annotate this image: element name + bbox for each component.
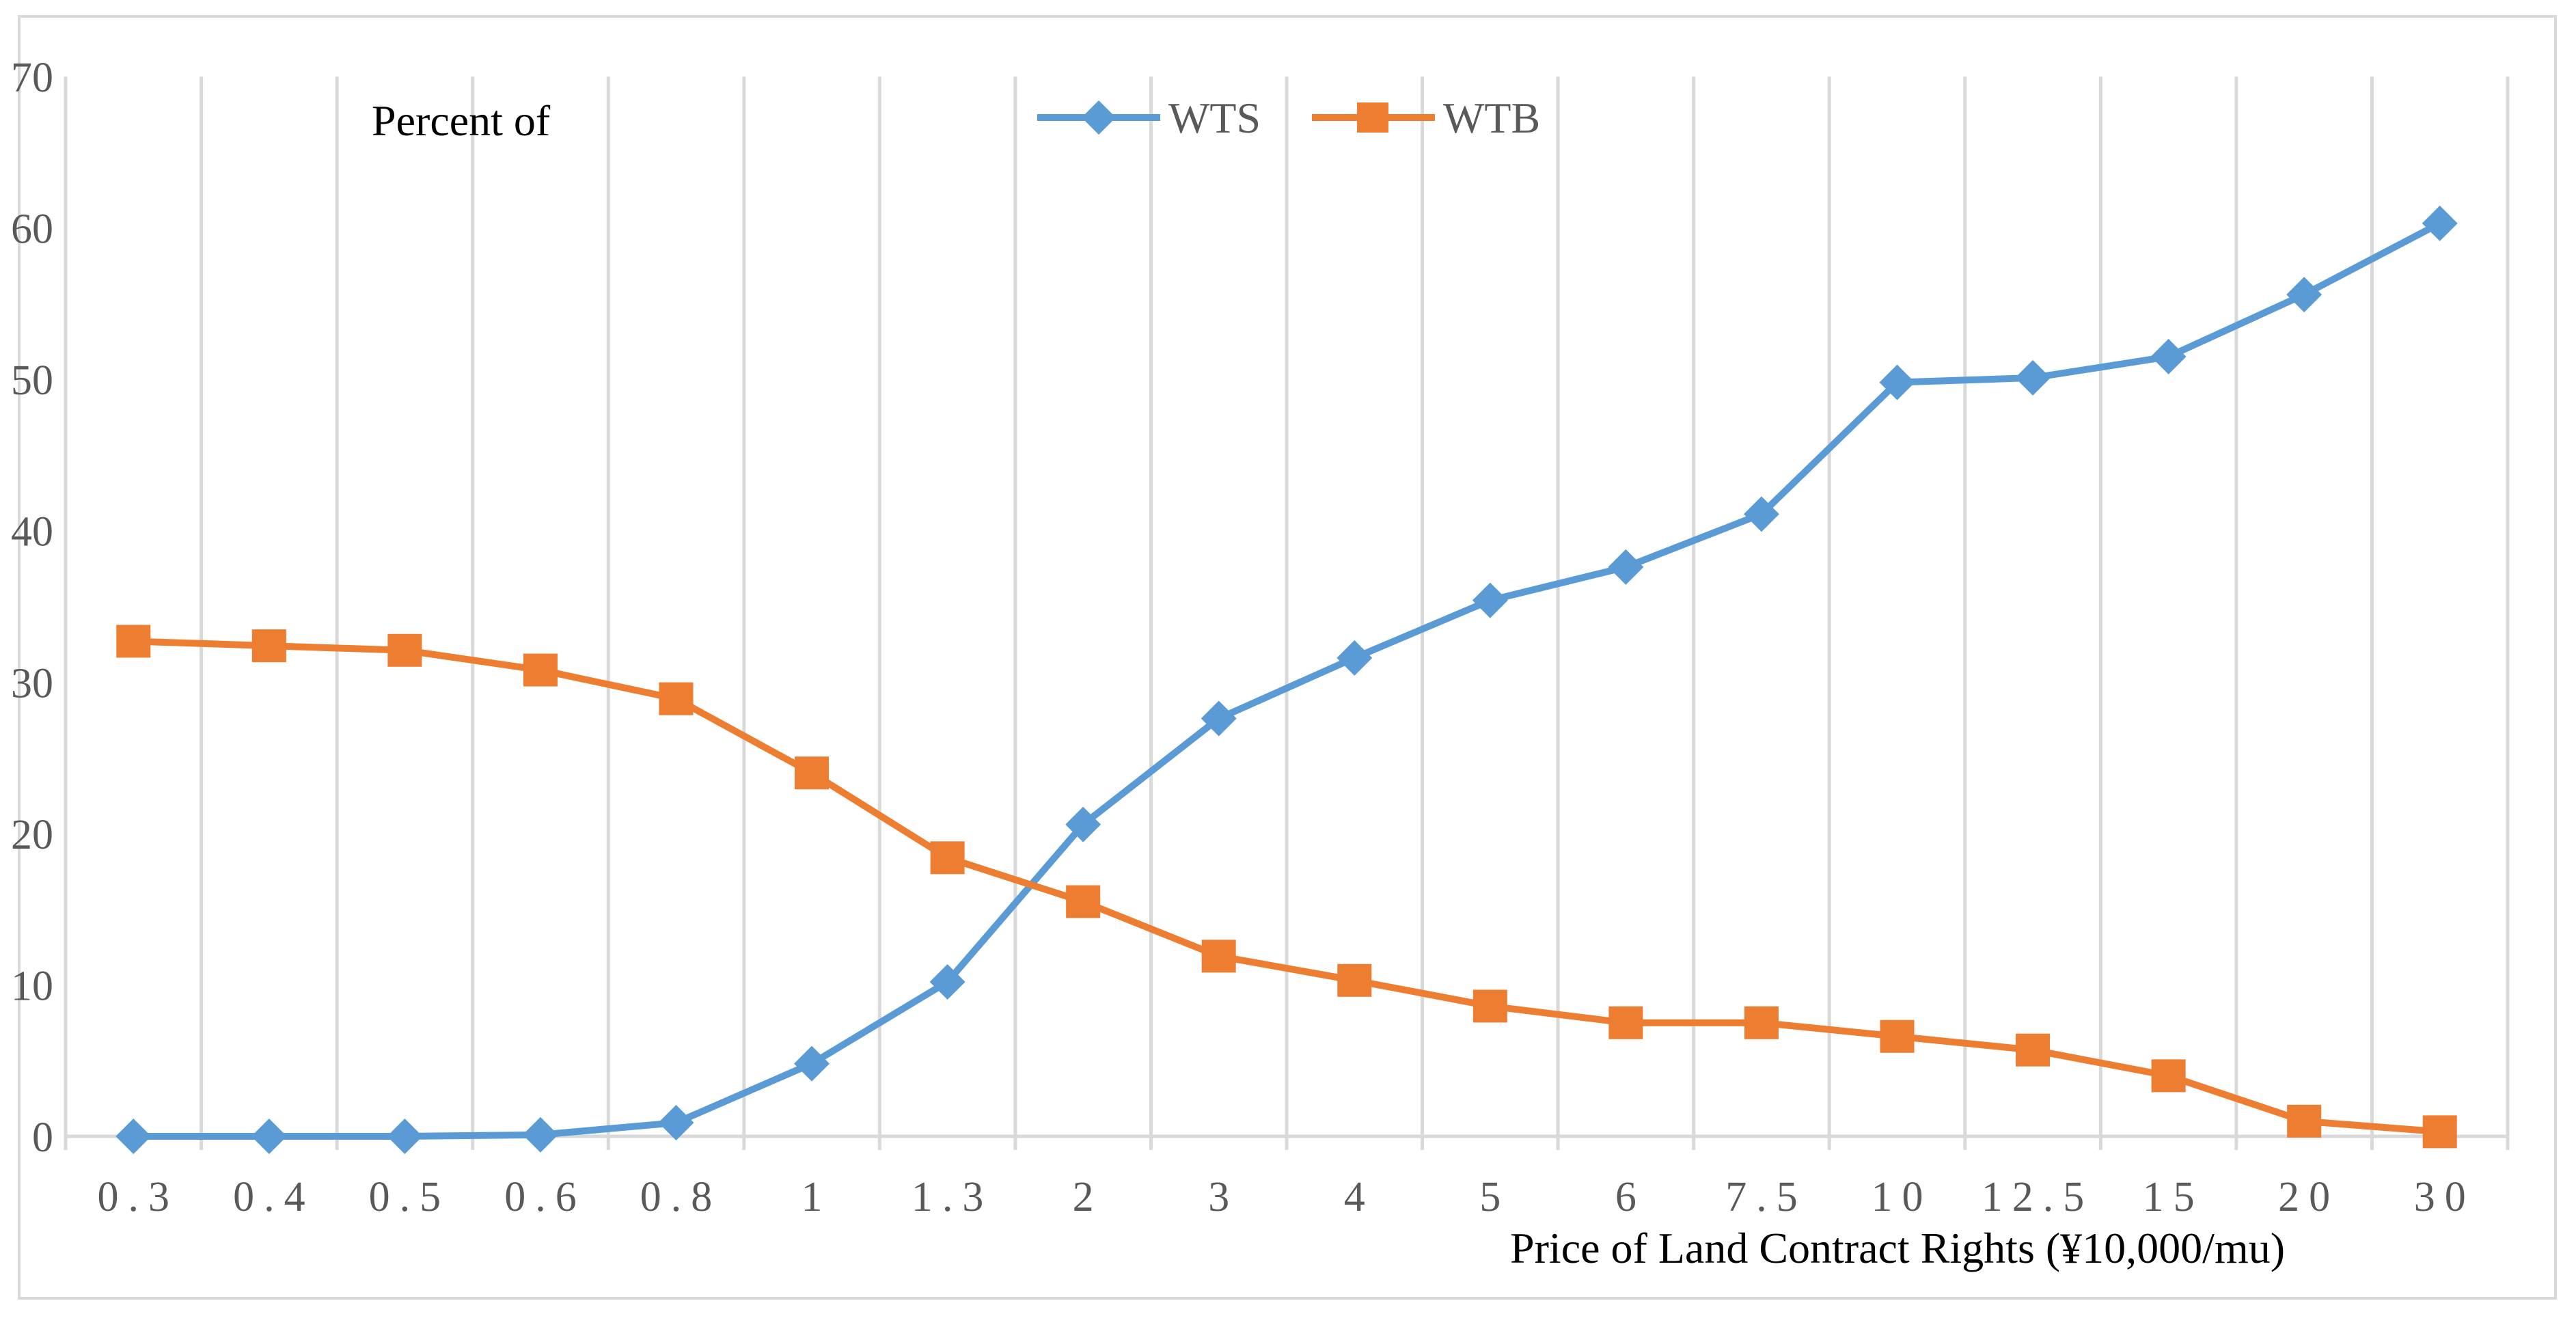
data-point-wts[interactable] [1337, 640, 1373, 676]
x-tick-label: 5 [1479, 1174, 1510, 1220]
data-point-wts[interactable] [2015, 359, 2051, 396]
data-point-wts[interactable] [1065, 806, 1101, 843]
x-axis-ticks: 0.3 0.4 0.5 0.6 0.8 1 1.3 2 3 4 5 6 7.5 10 12.5 15 20 30 [98, 1174, 2476, 1220]
x-tick-label: 0.3 [98, 1174, 180, 1220]
data-point-wts[interactable] [1201, 700, 1237, 737]
x-tick-label: 30 [2414, 1174, 2476, 1220]
data-point-wtb[interactable] [1744, 1006, 1779, 1039]
series-line-wts [130, 219, 2443, 1140]
legend-item-wtb[interactable]: WTB [1312, 94, 1540, 142]
data-point-wts[interactable] [929, 963, 965, 1000]
series-line-wtb [130, 638, 2443, 1136]
data-point-wtb[interactable] [523, 653, 558, 687]
data-point-wts[interactable] [2422, 205, 2458, 241]
x-tick-label: 4 [1344, 1174, 1375, 1220]
x-tick-label: 0.4 [233, 1174, 315, 1220]
x-tick-label: 0.8 [640, 1174, 722, 1220]
data-point-wts[interactable] [1743, 496, 1779, 532]
y-tick-label: 30 [11, 660, 53, 707]
data-point-wtb[interactable] [659, 682, 694, 715]
y-tick-label: 20 [11, 812, 53, 858]
y-tick-label: 10 [11, 963, 53, 1009]
legend-label-wtb: WTB [1443, 94, 1540, 142]
data-point-wtb[interactable] [795, 756, 830, 790]
x-tick-label: 6 [1615, 1174, 1646, 1220]
legend: WTS WTB [1037, 94, 1540, 142]
data-point-wtb[interactable] [2422, 1115, 2457, 1149]
y-axis-title: Percent of [372, 96, 551, 145]
data-point-wts[interactable] [1608, 549, 1644, 585]
data-point-wts[interactable] [1879, 364, 1915, 400]
data-point-wts[interactable] [1472, 582, 1508, 618]
y-tick-label: 70 [11, 55, 53, 101]
legend-label-wts: WTS [1168, 94, 1261, 142]
data-point-wtb[interactable] [2287, 1104, 2322, 1138]
x-tick-label: 10 [1872, 1174, 1933, 1220]
data-point-wtb[interactable] [116, 625, 151, 658]
data-point-wtb[interactable] [1608, 1006, 1643, 1039]
grid-lines [64, 77, 2510, 1136]
series-markers [115, 205, 2458, 1154]
x-tick-label: 3 [1208, 1174, 1239, 1220]
data-point-wts[interactable] [794, 1045, 830, 1082]
y-axis-ticks: 0 10 20 30 40 50 60 70 [11, 55, 53, 1161]
legend-marker-wtb [1357, 102, 1388, 133]
data-point-wts[interactable] [522, 1117, 558, 1153]
data-point-wtb[interactable] [930, 841, 965, 875]
series-lines [130, 219, 2443, 1140]
x-tick-label: 1.3 [912, 1174, 994, 1220]
data-point-wtb[interactable] [1337, 963, 1372, 997]
y-tick-label: 50 [11, 357, 53, 404]
x-axis-title: Price of Land Contract Rights (¥10,000/m… [1510, 1224, 2285, 1272]
data-point-wts[interactable] [2150, 338, 2187, 374]
data-point-wtb[interactable] [387, 633, 422, 667]
x-tick-label: 0.5 [369, 1174, 451, 1220]
x-tick-label: 0.6 [504, 1174, 586, 1220]
x-tick-label: 15 [2143, 1174, 2204, 1220]
data-point-wtb[interactable] [1201, 940, 1236, 973]
data-point-wts[interactable] [387, 1119, 423, 1154]
data-point-wts[interactable] [2286, 277, 2322, 313]
data-point-wtb[interactable] [1880, 1019, 1915, 1053]
x-tick-label: 1 [801, 1174, 832, 1220]
data-point-wts[interactable] [115, 1119, 152, 1154]
data-point-wtb[interactable] [251, 629, 286, 663]
y-tick-label: 40 [11, 509, 53, 556]
data-point-wtb[interactable] [1472, 989, 1507, 1023]
data-point-wts[interactable] [658, 1105, 694, 1141]
legend-item-wts[interactable]: WTS [1037, 94, 1261, 142]
legend-marker-wts [1082, 100, 1116, 135]
data-point-wtb[interactable] [1066, 885, 1101, 918]
x-tick-label: 2 [1073, 1174, 1104, 1220]
data-point-wtb[interactable] [2016, 1033, 2051, 1067]
x-tick-label: 12.5 [1982, 1174, 2094, 1220]
x-tick-label: 7.5 [1725, 1174, 1807, 1220]
y-tick-label: 0 [32, 1114, 53, 1161]
x-tick-label: 20 [2278, 1174, 2340, 1220]
data-point-wtb[interactable] [2151, 1059, 2186, 1093]
data-point-wts[interactable] [251, 1119, 287, 1154]
y-tick-label: 60 [11, 206, 53, 253]
